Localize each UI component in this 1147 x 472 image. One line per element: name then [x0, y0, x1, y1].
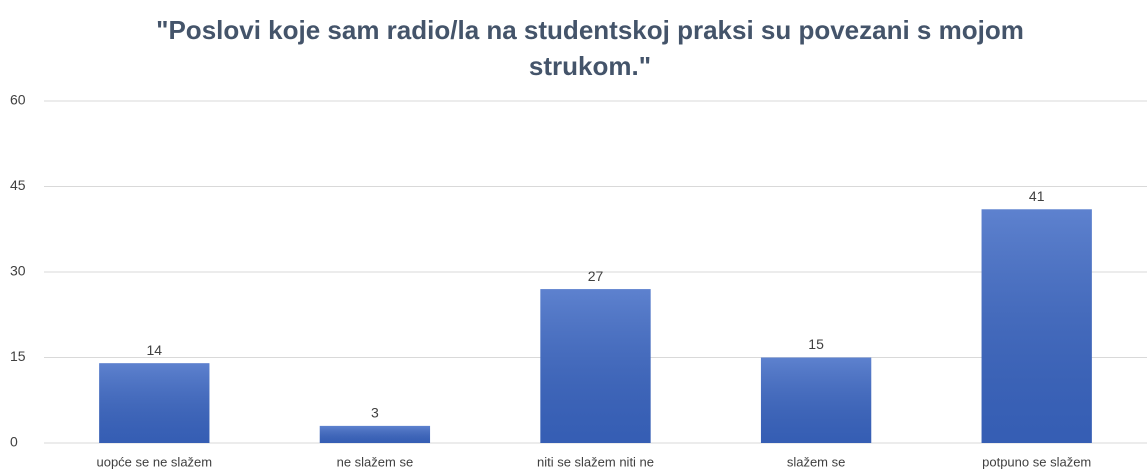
value-label: 14 [147, 342, 163, 358]
value-label: 3 [371, 405, 379, 421]
x-tick-label: niti se slažem niti ne [537, 454, 654, 469]
y-tick-label: 45 [10, 177, 26, 193]
x-tick-label: potpuno se slažem [982, 454, 1091, 469]
value-label: 27 [588, 268, 604, 284]
x-tick-label: slažem se [787, 454, 846, 469]
bar-shade [981, 209, 1092, 443]
chart-title: "Poslovi koje sam radio/la na studentsko… [156, 15, 1024, 81]
x-tick-label: uopće se ne slažem [96, 454, 212, 469]
y-tick-label: 0 [10, 434, 18, 450]
bar-shade [99, 363, 210, 443]
bar-shade [760, 357, 872, 443]
x-tick-label: ne slažem se [337, 454, 414, 469]
bar-shade [319, 425, 431, 443]
value-label: 15 [808, 336, 824, 352]
bar-shade [540, 289, 651, 443]
value-label: 41 [1029, 188, 1045, 204]
y-tick-label: 30 [10, 263, 26, 279]
y-tick-label: 15 [10, 348, 26, 364]
y-tick-label: 60 [10, 92, 26, 108]
